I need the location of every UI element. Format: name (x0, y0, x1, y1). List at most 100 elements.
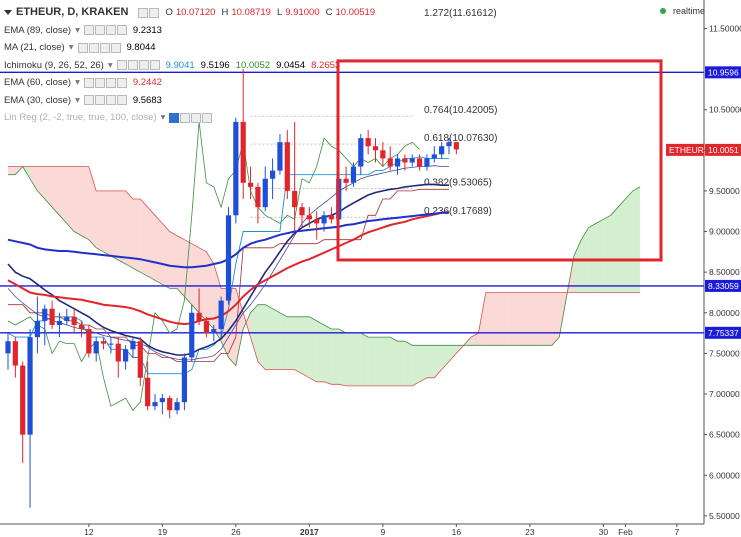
eye-icon[interactable] (116, 60, 127, 71)
candle-body[interactable] (284, 142, 290, 191)
eye-icon[interactable] (138, 7, 149, 18)
gear-icon[interactable] (94, 25, 105, 36)
candle-body[interactable] (255, 186, 261, 208)
indicator-name[interactable]: MA (21, close) (4, 42, 65, 53)
indicator-name[interactable]: EMA (89, close) (4, 24, 72, 36)
indicator-name[interactable]: Lin Reg (2, -2, true, true, 100, close) (4, 112, 157, 123)
candle-body[interactable] (20, 365, 26, 435)
candle-body[interactable] (306, 215, 312, 220)
candle-body[interactable] (417, 158, 423, 167)
candle-body[interactable] (380, 150, 386, 159)
candle-body[interactable] (394, 158, 401, 167)
candle-body[interactable] (218, 300, 224, 330)
candle-body[interactable] (292, 190, 298, 208)
candle-body[interactable] (240, 121, 246, 183)
chevron-down-icon[interactable]: ▾ (107, 59, 113, 71)
candle-body[interactable] (167, 398, 173, 411)
candle-body[interactable] (328, 215, 334, 220)
candle-body[interactable] (181, 357, 187, 403)
legend-row[interactable]: EMA (89, close) ▾ 9.2313 (4, 22, 381, 40)
indicator-buttons[interactable] (169, 112, 213, 123)
eye-icon[interactable] (83, 95, 94, 106)
candle-body[interactable] (446, 142, 452, 147)
eye-icon[interactable] (83, 77, 94, 88)
candle-body[interactable] (299, 207, 305, 216)
gear-icon[interactable] (180, 112, 191, 123)
indicator-buttons[interactable] (83, 77, 127, 88)
candle-body[interactable] (439, 146, 445, 155)
candle-body[interactable] (247, 182, 254, 187)
gear-icon[interactable] (127, 60, 138, 71)
candle-body[interactable] (64, 316, 70, 321)
close-icon[interactable] (116, 25, 127, 36)
candle-body[interactable] (145, 377, 151, 407)
candle-body[interactable] (27, 337, 33, 435)
candle-body[interactable] (321, 215, 327, 224)
candle-body[interactable] (424, 158, 430, 167)
legend-row[interactable]: MA (21, close) ▾ 9.8044 (4, 39, 381, 57)
gear-icon[interactable] (88, 42, 99, 53)
copy-icon[interactable] (105, 77, 116, 88)
indicator-buttons[interactable] (83, 95, 127, 106)
chevron-down-icon[interactable]: ▾ (75, 94, 80, 106)
candle-body[interactable] (270, 170, 276, 179)
candle-body[interactable] (211, 329, 217, 334)
candle-body[interactable] (86, 329, 92, 354)
eye-icon[interactable] (83, 25, 94, 36)
chevron-down-icon[interactable]: ▾ (75, 24, 80, 36)
gear-icon[interactable] (94, 95, 105, 106)
eye-icon[interactable] (169, 112, 180, 123)
indicator-buttons[interactable] (116, 60, 160, 71)
candle-body[interactable] (100, 341, 107, 344)
indicator-buttons[interactable] (77, 42, 121, 53)
candle-body[interactable] (93, 341, 99, 354)
candle-body[interactable] (12, 341, 18, 366)
candle-body[interactable] (174, 402, 180, 411)
candle-body[interactable] (225, 215, 232, 301)
candle-body[interactable] (453, 142, 459, 150)
candle-body[interactable] (159, 398, 165, 403)
indicator-name[interactable]: EMA (60, close) (4, 77, 72, 88)
candle-body[interactable] (152, 402, 158, 407)
legend-row[interactable]: EMA (30, close) ▾ 9.5683 (4, 92, 381, 110)
candle-body[interactable] (277, 142, 283, 171)
candle-body[interactable] (34, 320, 40, 338)
candle-body[interactable] (108, 343, 114, 345)
candle-body[interactable] (137, 341, 143, 378)
candle-body[interactable] (365, 138, 371, 147)
copy-icon[interactable] (99, 42, 110, 53)
gear-icon[interactable] (149, 7, 160, 18)
indicator-name[interactable]: EMA (30, close) (4, 94, 72, 106)
candle-body[interactable] (196, 312, 202, 321)
close-icon[interactable] (110, 42, 121, 53)
candle-body[interactable] (189, 312, 195, 358)
candle-body[interactable] (358, 138, 364, 167)
candle-body[interactable] (343, 178, 349, 183)
close-icon[interactable] (202, 112, 213, 123)
candle-body[interactable] (233, 121, 239, 216)
eye-icon[interactable] (77, 42, 88, 53)
legend-row[interactable]: Ichimoku (9, 26, 52, 26) ▾ 9.9041 9.5196 10.… (4, 57, 381, 75)
copy-icon[interactable] (191, 112, 202, 123)
close-icon[interactable] (116, 77, 127, 88)
candle-body[interactable] (314, 219, 320, 224)
candle-body[interactable] (203, 320, 210, 334)
copy-icon[interactable] (105, 95, 116, 106)
chevron-down-icon[interactable]: ▾ (160, 112, 166, 123)
candle-body[interactable] (387, 158, 393, 167)
chevron-down-icon[interactable]: ▾ (75, 77, 80, 88)
gear-icon[interactable] (94, 77, 105, 88)
candle-body[interactable] (42, 308, 48, 321)
symbol-buttons[interactable] (138, 7, 160, 18)
candle-body[interactable] (350, 166, 357, 183)
candle-body[interactable] (115, 343, 121, 362)
chevron-down-icon[interactable]: ▾ (68, 42, 74, 53)
candle-body[interactable] (130, 341, 136, 350)
symbol-title[interactable]: ETHEUR, D, KRAKEN (16, 6, 129, 18)
candle-body[interactable] (431, 154, 437, 159)
candle-body[interactable] (402, 158, 408, 163)
candle-body[interactable] (123, 349, 129, 362)
legend-row[interactable]: Lin Reg (2, -2, true, true, 100, close) ▾ (4, 109, 381, 127)
copy-icon[interactable] (138, 60, 149, 71)
